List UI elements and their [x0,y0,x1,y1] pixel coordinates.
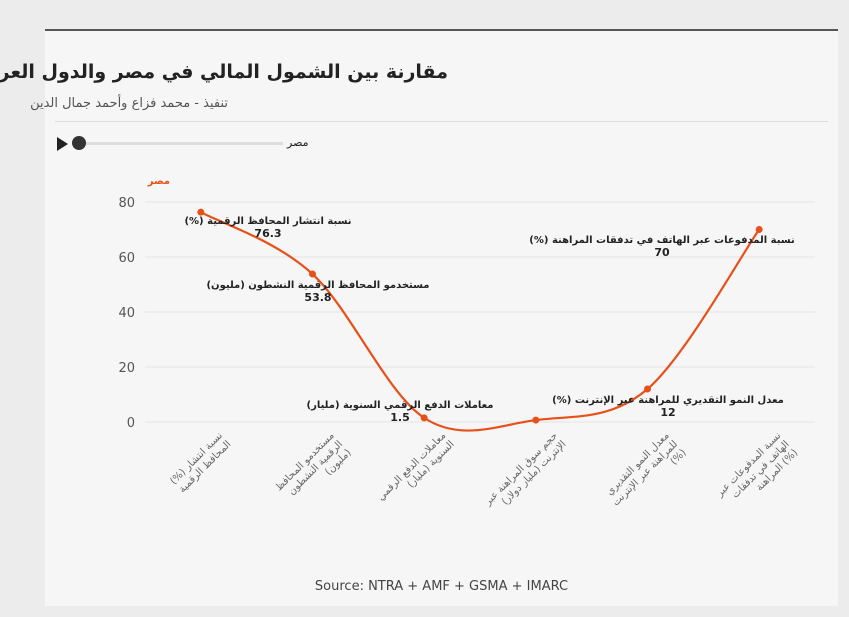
x-tick-label: (%) نسبة انتشارالمحافظ الرقمية [168,430,233,495]
annotation-value: 1.5 [390,411,410,424]
y-tick-label: 80 [118,196,135,211]
play-icon[interactable] [57,137,68,151]
x-tick-label: معاملات الدفع الرقميالسنوية (مليار) [376,430,457,511]
slider-label: مصر [287,136,309,149]
data-point [532,416,540,424]
annotation-value: 53.8 [304,291,331,304]
x-tick-label: نسبة المدفوعات عبرالهاتف في تدفقاتالمراه… [714,430,800,516]
annotation-value: 70 [654,246,670,259]
x-tick-label: معدل النمو التقديريللمراهنة عبر الإنترنت… [602,430,689,517]
chart-title: مقارنة بين الشمول المالي في مصر والدول ا… [0,61,448,83]
annotation-label: (%) نسبة انتشار المحافظ الرقمية [184,216,351,227]
chart-subtitle: تنفيذ - محمد فزاع وأحمد جمال الدين [30,96,228,111]
timeline-slider-track[interactable] [75,142,283,145]
data-point [755,226,763,233]
data-point [420,414,428,422]
data-point [644,385,651,393]
x-tick-label: مستخدمو المحافظالرقمية النشطون(مليون) [274,430,354,510]
source-note: Source: NTRA + AMF + GSMA + IMARC [314,579,569,594]
y-tick-label: 0 [127,416,135,431]
data-point [197,208,205,216]
annotation-label: معاملات الدفع الرقمي السنوية (مليار) [307,400,494,411]
legend-series-name: مصر [147,176,170,187]
timeline-slider-handle[interactable] [72,136,86,150]
y-tick-label: 20 [118,361,135,376]
data-point [309,270,316,278]
annotation-label: (%) معدل النمو التقديري للمراهنة عبر الإ… [552,395,784,406]
y-tick-label: 60 [118,251,135,266]
chart-card: مقارنة بين الشمول المالي في مصر والدول ا… [0,29,838,606]
annotation-value: 12 [660,406,675,419]
y-tick-label: 40 [118,306,135,321]
annotation-label: (%) نسبة المدفوعات عبر الهاتف في تدفقات … [529,235,794,246]
divider [55,121,828,122]
series-line [200,211,761,432]
x-tick-label: حجم سوق المراهنة عبرالإنترنت (مليار دولا… [482,430,568,516]
annotation-value: 76.3 [254,227,281,240]
annotation-label: مستخدمو المحافظ الرقمية النشطون (مليون) [206,280,429,291]
